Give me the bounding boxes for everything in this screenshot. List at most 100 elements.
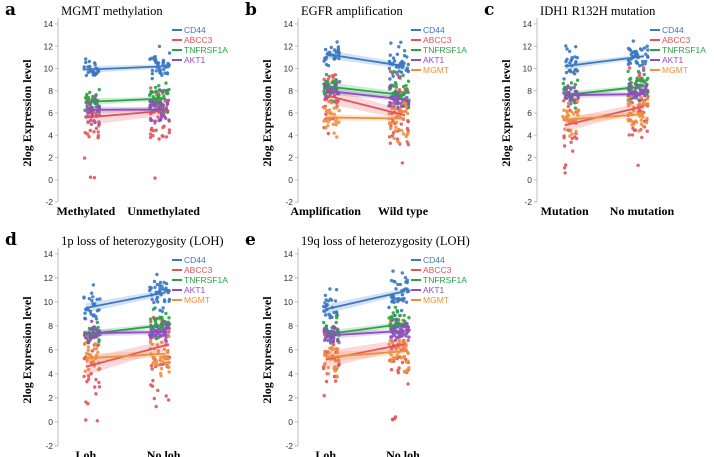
point-cd44 (398, 282, 402, 287)
point-cd44 (402, 49, 407, 53)
point-akt1 (406, 329, 411, 333)
point-mgmt (326, 366, 330, 370)
point-akt1 (166, 98, 171, 103)
point-cd44 (573, 72, 577, 76)
point-cd44 (394, 297, 398, 301)
mean-line-mgmt (325, 350, 406, 359)
point-mgmt (155, 343, 160, 347)
point-abcc3 (148, 135, 153, 140)
point-abcc3 (164, 394, 168, 398)
point-akt1 (337, 80, 342, 84)
point-abcc3 (322, 394, 326, 398)
point-abcc3 (627, 66, 632, 70)
panel-title: 19q loss of heterozygosity (LOH) (301, 234, 470, 248)
point-mgmt (397, 338, 401, 342)
point-cd44 (158, 288, 162, 292)
point-mgmt (394, 125, 398, 129)
point-cd44 (404, 300, 409, 304)
point-abcc3 (148, 132, 153, 136)
point-akt1 (627, 82, 631, 86)
point-cd44 (406, 62, 410, 67)
point-mgmt (159, 359, 163, 363)
point-mgmt (96, 350, 100, 354)
y-tick-label: 10 (284, 297, 294, 307)
point-mgmt (327, 351, 331, 355)
point-abcc3 (86, 377, 91, 381)
point-cd44 (86, 308, 90, 312)
legend-label-akt1: AKT1 (662, 55, 684, 65)
point-tnfrsf1a (573, 82, 577, 87)
point-akt1 (336, 327, 340, 331)
point-cd44 (388, 77, 392, 81)
point-cd44 (397, 45, 401, 49)
point-cd44 (628, 48, 633, 52)
point-akt1 (148, 105, 152, 110)
point-cd44 (327, 312, 331, 317)
point-akt1 (628, 90, 632, 94)
point-cd44 (87, 296, 92, 301)
point-akt1 (167, 118, 171, 122)
point-abcc3 (406, 382, 410, 386)
point-cd44 (631, 39, 635, 43)
point-akt1 (164, 107, 169, 112)
point-cd44 (324, 55, 328, 59)
mean-line-cd44 (564, 55, 645, 68)
point-mgmt (335, 347, 340, 351)
y-tick-label: 4 (288, 130, 293, 140)
point-cd44 (336, 49, 341, 53)
point-akt1 (90, 319, 94, 323)
ci-band-mgmt (325, 348, 405, 362)
point-cd44 (565, 57, 569, 61)
y-tick-label: 12 (284, 273, 294, 283)
point-cd44 (150, 297, 154, 302)
point-mgmt (323, 361, 327, 366)
point-cd44 (630, 50, 635, 55)
point-mgmt (574, 129, 578, 134)
point-cd44 (167, 297, 172, 302)
y-tick-label: 8 (48, 86, 53, 96)
point-tnfrsf1a (573, 106, 578, 110)
point-abcc3 (84, 418, 88, 422)
point-abcc3 (150, 126, 154, 130)
point-akt1 (149, 118, 153, 123)
point-abcc3 (152, 396, 156, 401)
point-akt1 (569, 97, 573, 102)
point-mgmt (166, 348, 170, 353)
point-akt1 (151, 100, 155, 104)
point-akt1 (165, 88, 169, 93)
point-akt1 (564, 96, 568, 100)
mean-line-akt1 (564, 93, 644, 97)
point-cd44 (402, 61, 406, 65)
point-cd44 (328, 287, 332, 291)
point-abcc3 (390, 133, 395, 138)
point-cd44 (399, 308, 404, 313)
point-mgmt (626, 117, 630, 122)
point-tnfrsf1a (391, 311, 395, 315)
y-tick-label: 8 (288, 321, 293, 331)
point-mgmt (151, 361, 155, 366)
legend-label-tnfrsf1a: TNFRSF1A (184, 275, 228, 285)
point-akt1 (93, 94, 98, 98)
point-akt1 (564, 87, 569, 92)
point-mgmt (644, 121, 649, 125)
point-mgmt (637, 102, 642, 106)
point-mgmt (328, 346, 332, 350)
point-cd44 (644, 52, 648, 56)
point-mgmt (390, 359, 394, 364)
point-tnfrsf1a (153, 85, 158, 90)
mean-line-akt1 (85, 331, 166, 335)
y-tick-label: 4 (48, 130, 53, 140)
point-cd44 (337, 56, 341, 61)
point-cd44 (390, 299, 394, 304)
y-tick-label: 4 (527, 130, 532, 140)
point-cd44 (394, 65, 399, 69)
point-mgmt (324, 108, 329, 113)
ci-band-abcc3 (325, 87, 405, 120)
point-tnfrsf1a (569, 81, 574, 85)
point-mgmt (335, 374, 339, 378)
legend-label-abcc3: ABCC3 (184, 265, 213, 275)
point-akt1 (83, 330, 87, 335)
y-tick-label: 10 (44, 64, 54, 74)
point-mgmt (335, 350, 340, 354)
point-akt1 (399, 327, 403, 331)
